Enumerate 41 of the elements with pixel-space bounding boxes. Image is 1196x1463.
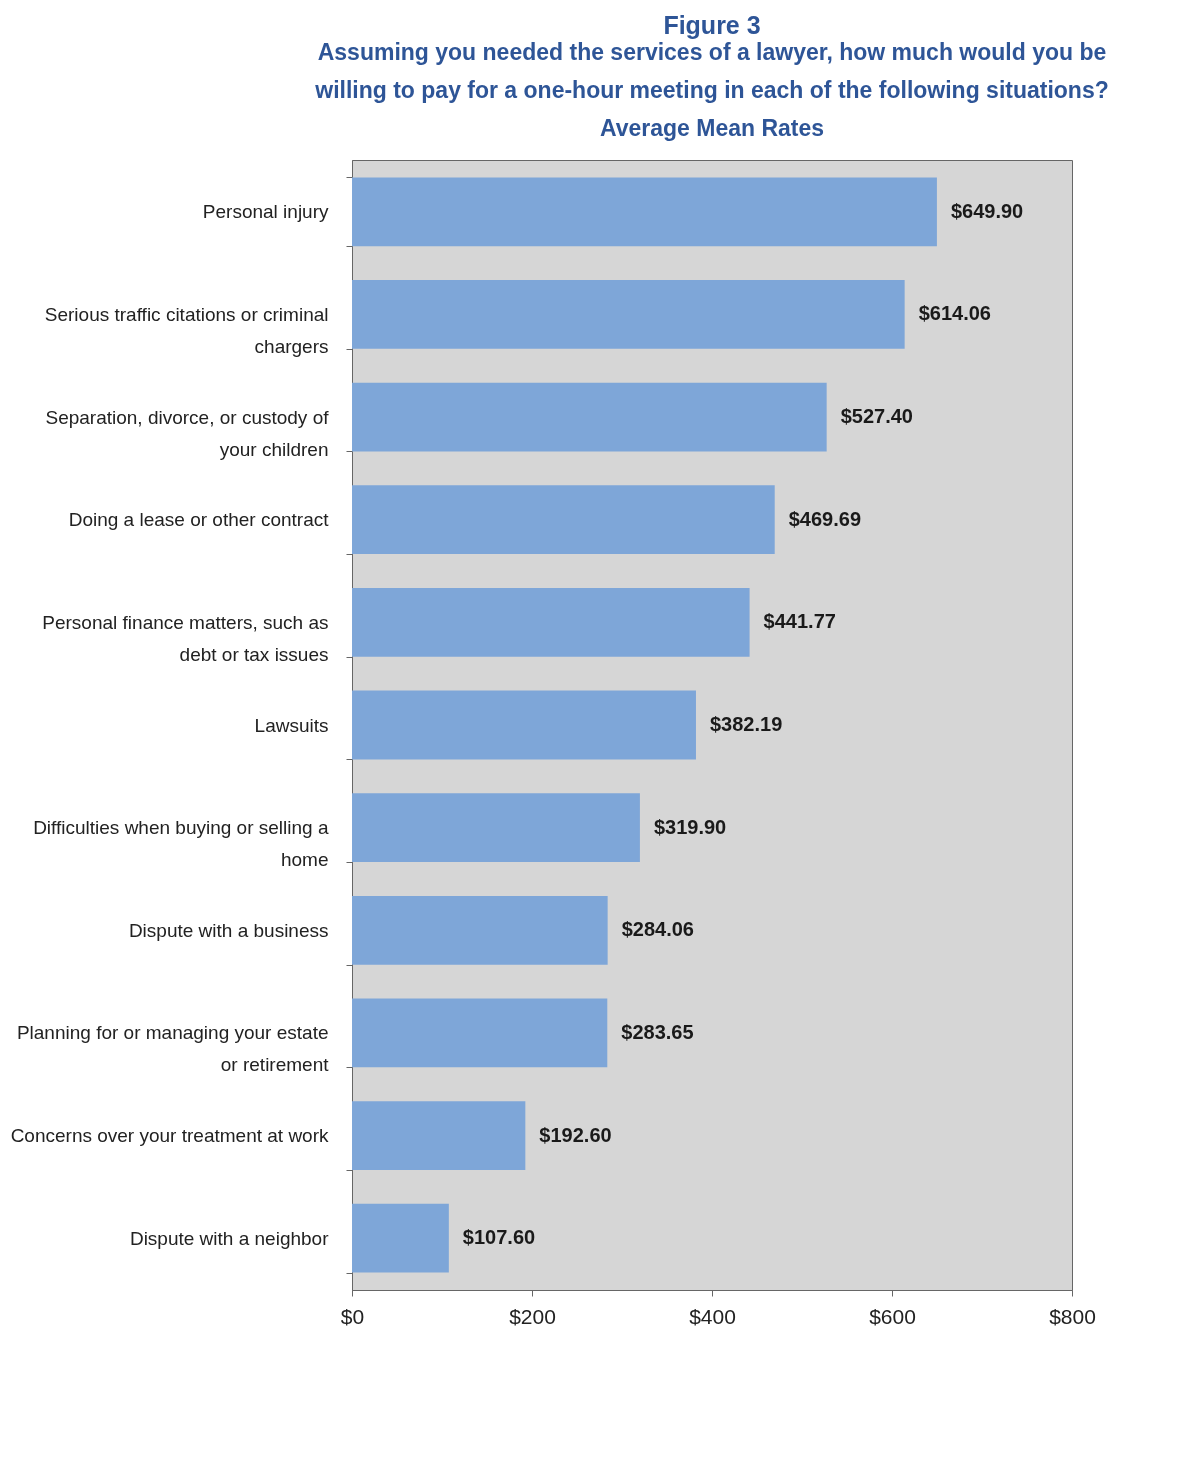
bar: [352, 895, 608, 965]
data-label: $319.90: [653, 815, 727, 838]
data-label: $284.06: [621, 918, 694, 941]
bar: [352, 485, 775, 555]
y-tick-label: Doing a lease or other contract: [68, 509, 330, 531]
x-tick-label: $200: [509, 1304, 556, 1328]
data-label: $614.06: [918, 302, 991, 325]
y-tick-label: Dispute with a neighbor: [129, 1227, 330, 1249]
x-tick-label: $400: [689, 1304, 736, 1328]
y-tick-label: Separation, divorce, or custody of your children: [45, 406, 330, 460]
data-label: $649.90: [950, 199, 1024, 222]
y-tick-label: Planning for or managing your estate or retirement: [16, 1022, 330, 1076]
data-label: $527.40: [840, 405, 913, 428]
bar: [352, 587, 750, 657]
data-label: $441.77: [763, 610, 836, 633]
bar: [352, 998, 608, 1068]
x-tick-label: $0: [340, 1304, 365, 1328]
y-tick-label: Lawsuits: [254, 714, 329, 736]
y-tick-label: Difficulties when buying or selling a home: [33, 817, 329, 871]
bar: [352, 793, 640, 863]
y-tick-label: Serious traffic citations or criminal chargers: [44, 303, 329, 357]
bar: [352, 690, 696, 760]
data-label: $192.60: [539, 1123, 612, 1146]
y-tick-label: Concerns over your treatment at work: [10, 1125, 329, 1147]
chart-title: Figure 3: [663, 11, 761, 39]
data-label: $469.69: [788, 507, 862, 530]
bar: [352, 382, 827, 452]
x-tick-label: $800: [1049, 1304, 1096, 1328]
bar: [352, 1203, 449, 1273]
x-tick-label: $600: [869, 1304, 916, 1328]
data-label: $382.19: [709, 713, 783, 735]
y-tick-label: Dispute with a business: [128, 919, 329, 941]
bar: [352, 177, 937, 247]
y-tick-label: Personal finance matters, such as debt or tax issues: [42, 611, 329, 665]
data-label: $107.60: [462, 1226, 536, 1249]
y-tick-label: Personal injury: [202, 201, 329, 223]
text: Average Mean Rates: [599, 115, 825, 141]
bar: [352, 280, 905, 349]
bar: [352, 1101, 526, 1170]
chart-subtitle: Assuming you needed the services of a lawyer, how much would you be willing to pay for a one-hour meeting in each of the following situations?: [314, 39, 1109, 103]
data-label: $283.65: [621, 1020, 694, 1043]
